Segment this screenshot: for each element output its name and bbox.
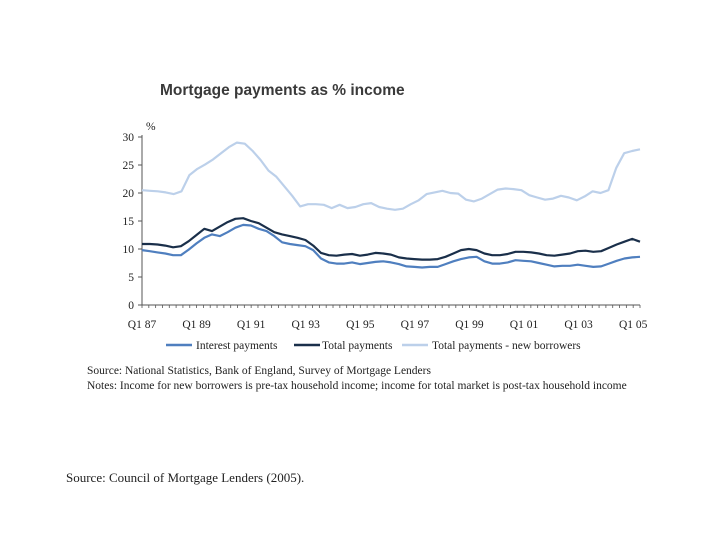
x-tick-label: Q1 99	[455, 319, 484, 331]
x-tick-label: Q1 05	[619, 319, 648, 331]
chart-axes: 0 5 10 15 20 25 30 Q1 87 Q1 89 Q1 91 Q1 93 Q1 95 Q1 …	[123, 132, 648, 331]
chart-title: Mortgage payments as % income	[160, 82, 405, 99]
y-tick-label: 0	[128, 300, 134, 312]
legend-label: Total payments	[322, 340, 393, 352]
series-layer	[141, 141, 641, 269]
y-tick-label: 10	[123, 244, 135, 256]
figure-caption: Source: Council of Mortgage Lenders (200…	[66, 470, 305, 485]
series-line	[141, 141, 641, 211]
x-tick-label: Q1 97	[401, 319, 430, 331]
x-tick-label: Q1 91	[237, 319, 266, 331]
y-axis-unit-label: %	[146, 121, 156, 133]
legend-label: Total payments - new borrowers	[432, 340, 581, 352]
y-tick-label: 20	[123, 188, 135, 200]
chart-legend: Interest payments Total payments Total pay…	[166, 340, 581, 352]
series-line	[142, 217, 641, 261]
chart-source-note: Source: National Statistics, Bank of Eng…	[87, 365, 431, 377]
x-tick-label: Q1 95	[346, 319, 375, 331]
x-tick-label: Q1 89	[182, 319, 211, 331]
x-tick-label: Q1 03	[564, 319, 593, 331]
x-tick-label: Q1 93	[292, 319, 321, 331]
series-line	[141, 223, 641, 269]
x-tick-label: Q1 01	[510, 319, 539, 331]
chart-income-note: Notes: Income for new borrowers is pre-t…	[87, 380, 627, 392]
x-tick-label: Q1 87	[128, 319, 157, 331]
y-tick-label: 25	[123, 160, 135, 172]
y-tick-label: 30	[123, 132, 135, 144]
y-tick-label: 15	[123, 216, 135, 228]
y-tick-label: 5	[128, 272, 134, 284]
legend-label: Interest payments	[196, 340, 278, 352]
